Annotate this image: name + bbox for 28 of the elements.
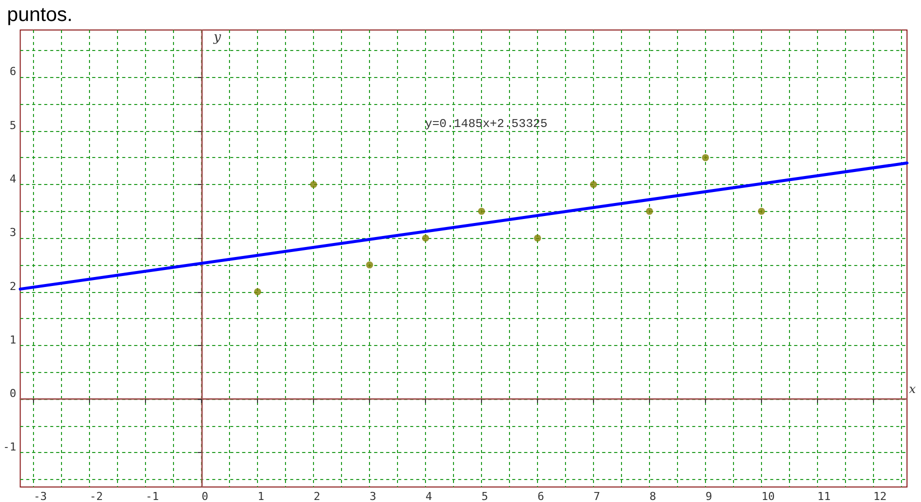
x-tick-label: 7 <box>594 490 600 502</box>
x-tick-label: 6 <box>538 490 544 502</box>
annotation: y=0.1485x+2.53325 <box>425 117 548 131</box>
x-tick-label: -2 <box>90 490 103 502</box>
x-tick-label: 12 <box>873 490 887 502</box>
x-tick-label: -3 <box>34 490 47 502</box>
chart-title: puntos. <box>7 4 73 26</box>
x-tick-label: 5 <box>482 490 488 502</box>
y-tick-label: 0 <box>10 387 16 400</box>
x-tick-label: 11 <box>817 490 831 502</box>
x-tick-label: 0 <box>202 490 208 502</box>
y-tick-label: 3 <box>10 226 16 240</box>
x-tick-label: 4 <box>426 490 433 502</box>
x-tick-label: 3 <box>370 490 376 502</box>
y-tick-label: 6 <box>10 65 16 78</box>
x-tick-label: 1 <box>258 490 264 502</box>
x-tick-label: 10 <box>761 490 775 502</box>
x-tick-label: 9 <box>705 490 712 502</box>
y-tick-label: 2 <box>10 280 16 293</box>
y-tick-label: 4 <box>10 172 17 186</box>
y-axis-title: y <box>212 30 222 45</box>
y-tick-label: 1 <box>10 333 16 346</box>
y-tick-label: -1 <box>2 440 16 454</box>
x-tick-label: -1 <box>146 490 159 502</box>
x-tick-label: 2 <box>314 490 320 502</box>
x-tick-label: 8 <box>649 490 656 502</box>
x-axis-title: x <box>909 382 916 396</box>
y-tick-label: 5 <box>10 118 16 132</box>
